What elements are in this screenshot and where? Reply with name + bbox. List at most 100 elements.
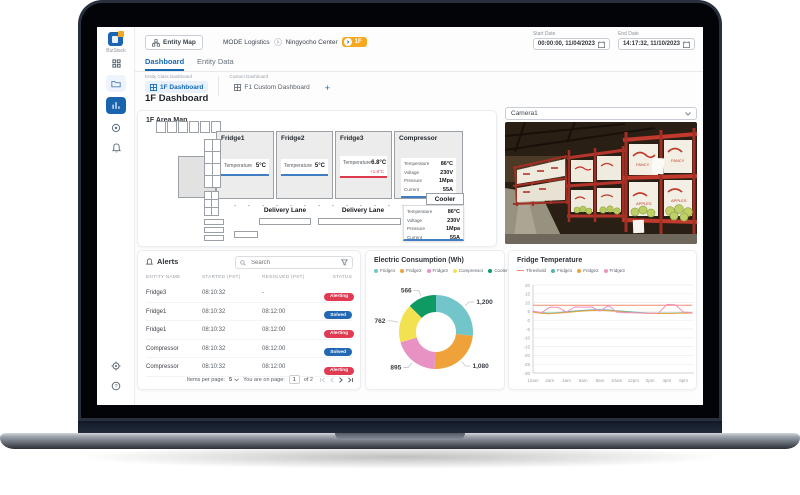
add-dashboard-button[interactable]: + xyxy=(324,83,330,93)
x-axis-tick: 10am xyxy=(611,378,623,383)
settings-gear-icon[interactable] xyxy=(106,357,126,374)
first-page-icon[interactable] xyxy=(319,376,326,384)
x-axis-tick: 6am xyxy=(579,378,588,383)
donut-value-label: 566 xyxy=(401,287,412,294)
legend-item[interactable]: Fridge1 xyxy=(374,268,395,273)
y-axis-tick: 0 xyxy=(527,318,530,323)
legend-item[interactable]: Compressor xyxy=(452,268,483,273)
tab-f1-custom-dashboard[interactable]: F1 Custom Dashboard xyxy=(229,81,314,93)
camera-feed[interactable]: FANCY FANCY APPLES APPLES xyxy=(505,122,697,244)
legend-item[interactable]: Fridge3 xyxy=(426,268,448,273)
donut-segment-Cooler[interactable] xyxy=(409,295,436,318)
svg-text:FANCY: FANCY xyxy=(671,158,685,163)
dashboard-icon[interactable] xyxy=(106,97,126,114)
series-line-Fridge2 xyxy=(532,309,693,315)
previous-page-icon[interactable] xyxy=(329,376,335,384)
room-compressor[interactable]: Compressor Temperature 86°C Voltage 230V Pre… xyxy=(394,131,463,199)
automation-icon[interactable] xyxy=(106,119,126,136)
alert-row[interactable]: Fridge3 08:10:32 - Alerting xyxy=(146,284,355,303)
floorplan-cells xyxy=(156,121,221,133)
legend-item[interactable]: Fridge2 xyxy=(577,268,599,273)
alert-row[interactable]: Compressor 08:10:32 08:12:00 Solved xyxy=(146,340,352,359)
status-badge: Alerting xyxy=(324,366,355,375)
tab-entity-data[interactable]: Entity Data xyxy=(197,57,234,66)
alerts-table-body: Fridge3 08:10:32 - Alerting Fridge1 08:10:32 0… xyxy=(146,284,355,377)
donut-segment-Compressor[interactable] xyxy=(399,305,422,343)
alerts-search[interactable] xyxy=(235,256,353,269)
legend-item[interactable]: Fridge2 xyxy=(400,268,422,273)
alerts-header: Alerts xyxy=(146,257,178,266)
tab-dashboard[interactable]: Dashboard xyxy=(145,57,185,71)
start-date-field: Start Date 00:00:00, 11/04/2023 xyxy=(532,31,610,50)
bizstack-logo[interactable] xyxy=(108,31,124,46)
last-page-icon[interactable] xyxy=(347,376,354,384)
fridge2-readings: Temperature 5°C xyxy=(281,159,328,176)
status-badge: Alerting xyxy=(324,292,355,301)
reading-row: Current 55A xyxy=(407,234,460,241)
entity-class-group: Entity Class Dashboard 1F Dashboard xyxy=(145,74,209,93)
donut-segment-Fridge2[interactable] xyxy=(434,334,473,369)
location-badge[interactable]: 1F xyxy=(341,37,367,47)
legend-item[interactable]: Fridge1 xyxy=(551,268,572,273)
donut-leader-line xyxy=(403,362,413,368)
y-axis-tick: -5 xyxy=(526,327,530,332)
y-axis-tick: -20 xyxy=(523,353,530,358)
alert-row[interactable]: Fridge1 08:10:32 08:12:00 Alerting xyxy=(146,321,355,340)
camera-select[interactable]: Camera1 xyxy=(505,107,697,120)
alert-started: 08:10:32 xyxy=(202,308,226,315)
chevron-right-icon xyxy=(343,38,352,46)
legend-dot xyxy=(374,268,378,273)
dashboard-switcher: Entity Class Dashboard 1F Dashboard Cust… xyxy=(145,74,330,96)
search-input[interactable] xyxy=(249,258,338,267)
legend-item[interactable]: Fridge3 xyxy=(603,268,625,273)
floorplan-grid xyxy=(203,138,221,188)
status-badge: Solved xyxy=(324,311,352,320)
alert-started: 08:10:32 xyxy=(202,364,226,371)
breadcrumb-item[interactable]: MODE Logistics xyxy=(223,38,270,46)
room-fridge2[interactable]: Fridge2 Temperature 5°C xyxy=(276,131,333,199)
legend-item[interactable]: Threshold xyxy=(517,268,546,273)
floorplan-ladder xyxy=(203,190,219,216)
reading-row: Temperature 86°C xyxy=(407,209,460,215)
alert-started: 08:10:32 xyxy=(202,290,226,296)
next-page-icon[interactable] xyxy=(338,376,344,384)
alert-row[interactable]: Compressor 08:10:32 08:12:00 Alerting xyxy=(146,358,355,377)
floorplan-box xyxy=(204,219,224,225)
corridor-dots xyxy=(234,205,460,206)
help-icon[interactable]: ? xyxy=(106,377,126,394)
reading-row: Temperature 6.8°C xyxy=(343,160,387,166)
donut-segment-Fridge3[interactable] xyxy=(400,337,436,369)
room-fridge1[interactable]: Fridge1 Temperature 5°C xyxy=(216,131,274,199)
donut-leader-line xyxy=(461,361,471,367)
tab-bar: Dashboard Entity Data xyxy=(135,57,703,72)
donut-segment-Fridge1[interactable] xyxy=(436,295,473,336)
filter-funnel-icon[interactable] xyxy=(341,259,348,266)
legend-item[interactable]: Cooler xyxy=(488,268,508,273)
breadcrumb-item[interactable]: Ningyocho Center xyxy=(285,38,338,46)
legend-dot xyxy=(426,268,431,273)
chevron-down-icon xyxy=(234,377,239,381)
reading-row: Pressure 1Mpa xyxy=(407,226,460,232)
start-date-input[interactable]: 00:00:00, 11/04/2023 xyxy=(532,38,610,50)
electric-donut-svg: 1,200 1,080 895 762 566 xyxy=(375,287,494,371)
tab-1f-dashboard[interactable]: 1F Dashboard xyxy=(145,81,209,93)
room-fridge3[interactable]: Fridge3 Temperature 6.8°C +1.8°C xyxy=(335,131,392,199)
items-per-page-select[interactable]: 5 xyxy=(229,377,239,383)
notifications-bell-icon[interactable] xyxy=(106,139,126,156)
alert-resolved: 08:12:00 xyxy=(262,308,286,315)
fridge-temperature-card: Fridge Temperature Threshold Fridge1 Fridg… xyxy=(508,250,697,390)
page-number-input[interactable] xyxy=(288,375,300,384)
legend-dot xyxy=(577,268,582,273)
end-date-input[interactable]: 14:17:32, 11/10/2023 xyxy=(617,38,695,50)
compressor-readings: Temperature 86°C Voltage 230V Pressure 1Mpa Cu… xyxy=(401,158,456,198)
cooler-title[interactable]: Cooler xyxy=(426,193,464,205)
entity-map-button[interactable]: Entity Map xyxy=(145,35,203,50)
entities-folder-icon[interactable] xyxy=(106,75,126,92)
apps-grid-icon[interactable] xyxy=(106,55,126,72)
fridge3-readings: Temperature 6.8°C +1.8°C xyxy=(340,156,387,178)
alert-entity: Fridge3 xyxy=(146,290,167,296)
alert-row[interactable]: Fridge1 08:10:32 08:12:00 Solved xyxy=(146,303,352,322)
area-map-title: 1F Area Map xyxy=(146,117,187,124)
y-axis-tick: 20 xyxy=(525,283,531,288)
